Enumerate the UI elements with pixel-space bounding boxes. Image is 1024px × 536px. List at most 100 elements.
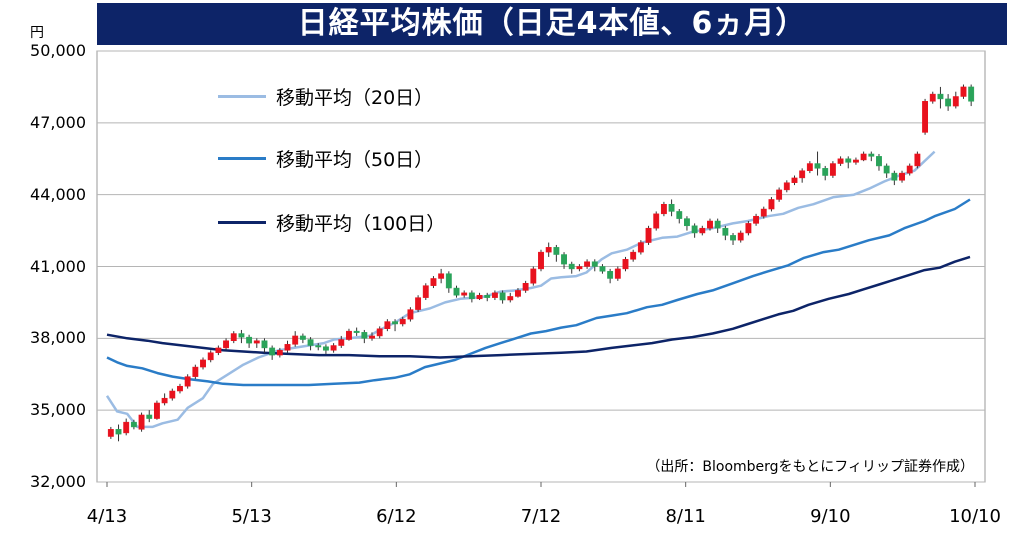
candle-body — [407, 309, 414, 320]
candle-body — [860, 153, 867, 161]
y-tick-label: 38,000 — [30, 328, 86, 348]
candle-body — [269, 347, 276, 356]
candle-body — [230, 333, 237, 341]
candle-body — [369, 335, 375, 339]
candle-body — [707, 220, 713, 229]
candle-body — [422, 285, 429, 298]
candle-body — [914, 153, 921, 167]
legend-label: 移動平均（20日） — [276, 87, 434, 109]
candle-body — [261, 340, 268, 349]
candle-body — [223, 340, 230, 349]
candle-body — [814, 163, 821, 169]
x-tick-label: 8/11 — [665, 506, 706, 527]
candle-body — [438, 273, 445, 279]
candle-body — [937, 93, 944, 100]
candle-body — [515, 290, 521, 297]
candle-body — [876, 156, 882, 167]
candle-body — [722, 227, 729, 236]
candle-body — [399, 318, 406, 325]
candle-body — [130, 421, 137, 428]
candle-body — [730, 235, 736, 241]
candle-body — [829, 163, 836, 176]
candle-body — [507, 296, 514, 301]
candle-body — [207, 352, 214, 361]
candle-body — [553, 247, 560, 255]
candle-body — [499, 292, 506, 301]
candle-body — [768, 199, 775, 210]
y-tick-label: 50,000 — [30, 41, 86, 60]
legend-swatch — [218, 157, 266, 160]
candle-body — [899, 172, 905, 181]
candle-body — [776, 189, 783, 200]
candle-body — [968, 86, 975, 102]
candle-body — [522, 283, 529, 291]
y-tick-label: 41,000 — [30, 256, 86, 276]
candle-body — [822, 168, 829, 176]
candle-body — [576, 266, 583, 270]
candle-body — [315, 345, 322, 348]
candle-body — [430, 278, 437, 286]
source-note: （出所：Bloombergをもとにフィリップ証券作成） — [646, 459, 974, 475]
candle-body — [676, 211, 683, 219]
candle-body — [760, 208, 767, 217]
ma-line-20 — [105, 150, 936, 429]
candle-body — [299, 335, 306, 340]
candle-body — [691, 225, 698, 234]
candle-body — [284, 344, 291, 351]
candle-body — [468, 292, 475, 300]
candle-body — [684, 218, 690, 227]
candle-body — [392, 321, 398, 325]
candle-body — [330, 345, 337, 351]
candle-body — [292, 335, 299, 345]
candle-body — [745, 223, 752, 234]
y-tick-label: 47,000 — [30, 112, 86, 132]
candle-body — [415, 297, 422, 310]
candle-body — [614, 268, 621, 279]
candle-body — [491, 292, 498, 298]
candle-body — [192, 366, 199, 377]
candle-body — [215, 347, 222, 353]
candle-body — [806, 163, 813, 171]
y-unit-label: 円 — [30, 25, 44, 41]
candle-body — [599, 266, 606, 272]
candle-body — [845, 158, 852, 163]
candle-body — [753, 215, 760, 224]
candle-body — [653, 213, 660, 229]
candle-body — [476, 294, 483, 300]
candle-body — [177, 385, 183, 392]
candle-body — [584, 261, 591, 267]
candle-body — [791, 177, 798, 183]
candle-body — [660, 203, 667, 215]
candle-body — [461, 292, 468, 296]
candle-body — [952, 96, 959, 107]
x-tick-label: 4/13 — [86, 506, 128, 527]
candle-body — [253, 340, 260, 344]
candle-body — [146, 414, 153, 419]
candle-body — [246, 336, 253, 344]
candle-body — [783, 182, 790, 191]
candle-body — [929, 93, 936, 102]
candle-body — [115, 429, 122, 435]
candle-body — [200, 359, 206, 368]
legend-swatch — [218, 95, 266, 98]
candle-body — [161, 397, 168, 404]
ma-line-100 — [106, 255, 971, 359]
candle-body — [622, 259, 629, 270]
candle-body — [276, 350, 283, 356]
candle-body — [568, 263, 575, 270]
candle-body — [645, 227, 652, 243]
candle-body — [737, 232, 744, 241]
candle-body — [346, 330, 352, 340]
candle-body — [607, 271, 614, 279]
legend-label: 移動平均（50日） — [276, 149, 434, 171]
y-tick-label: 44,000 — [30, 184, 86, 204]
candle-body — [338, 339, 345, 346]
candle-body — [891, 172, 898, 181]
candle-body — [353, 330, 360, 333]
candle-body — [852, 159, 859, 163]
candle-body — [169, 390, 176, 399]
candle-body — [123, 421, 130, 434]
legend-label: 移動平均（100日） — [276, 213, 446, 235]
